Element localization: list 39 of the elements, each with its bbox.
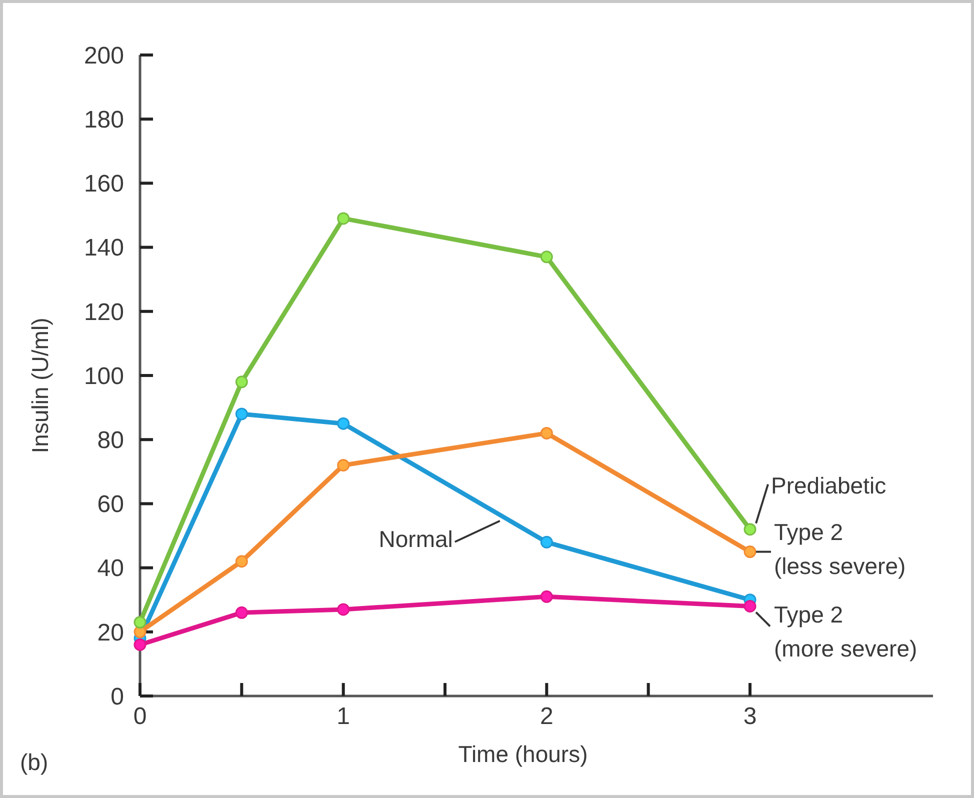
y-tick-label: 180 — [84, 106, 124, 134]
y-axis-title: Insulin (U/ml) — [27, 318, 53, 454]
y-tick-label: 100 — [84, 362, 124, 390]
point — [337, 417, 350, 430]
x-axis-title: Time (hours) — [458, 741, 588, 767]
point — [540, 250, 553, 264]
x-tick-label: 2 — [540, 703, 554, 730]
point — [337, 212, 350, 225]
y-tick-label: 200 — [84, 42, 124, 70]
point — [540, 536, 553, 548]
point — [744, 523, 756, 536]
series-label: Normal — [378, 526, 453, 552]
point — [744, 600, 756, 613]
point — [744, 546, 756, 558]
x-tick-label: 0 — [133, 703, 147, 730]
y-tick-label: 40 — [97, 555, 124, 582]
point — [540, 426, 553, 440]
y-tick-label: 0 — [110, 683, 124, 710]
point — [134, 638, 146, 651]
point — [235, 376, 248, 388]
point — [235, 555, 248, 568]
point — [337, 603, 350, 616]
text: (b) — [20, 749, 48, 775]
y-tick-label: 80 — [97, 427, 124, 454]
x-tick-label: 3 — [743, 703, 757, 730]
point — [540, 590, 553, 603]
point — [337, 458, 350, 472]
series-label: Type 2 (more severe) — [774, 601, 918, 662]
point — [235, 408, 248, 420]
series-label: Type 2 (less severe) — [774, 518, 906, 579]
y-tick-label: 120 — [84, 298, 124, 326]
x-tick-label: 1 — [336, 703, 350, 730]
y-tick-label: 160 — [84, 170, 124, 198]
y-tick-label: 20 — [97, 619, 124, 646]
point — [235, 606, 248, 619]
y-tick-label: 140 — [84, 234, 124, 262]
series-label: Prediabetic — [771, 472, 886, 498]
point — [134, 616, 146, 629]
y-tick-label: 60 — [97, 491, 124, 518]
